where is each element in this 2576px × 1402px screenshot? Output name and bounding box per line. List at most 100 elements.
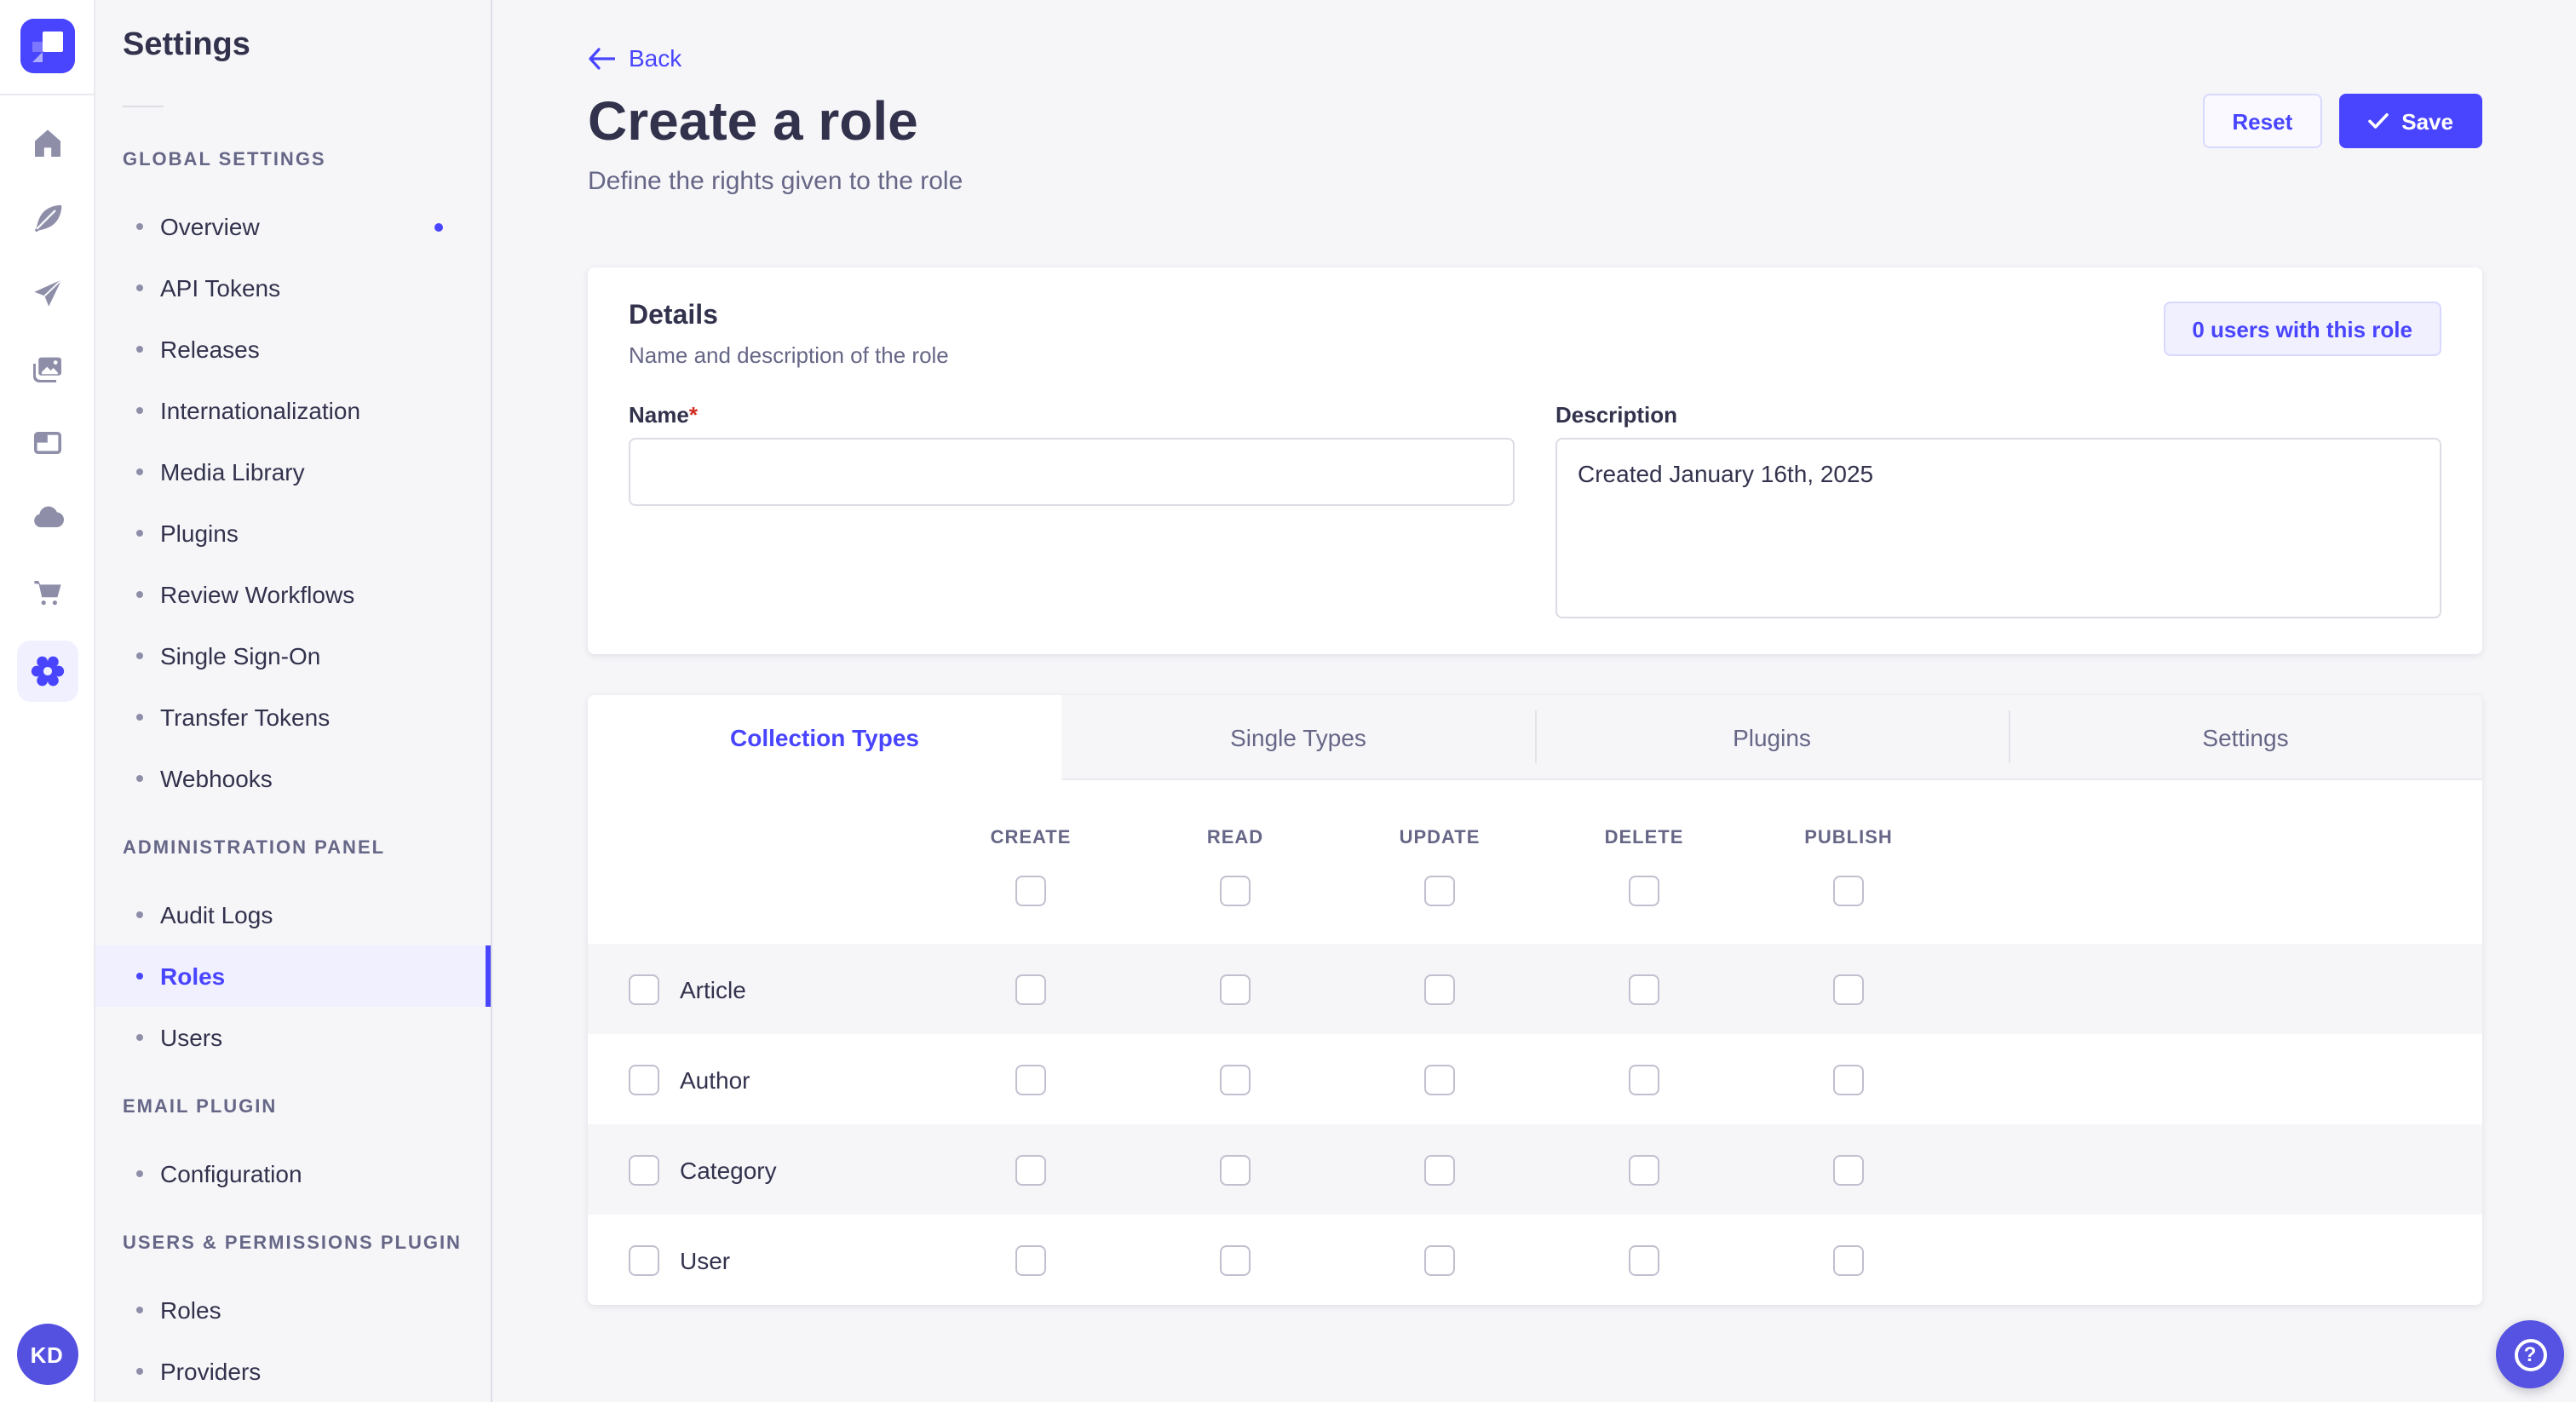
bullet-icon bbox=[136, 1034, 143, 1041]
article-update-checkbox[interactable] bbox=[1424, 974, 1455, 1004]
select-row-author-checkbox[interactable] bbox=[629, 1064, 659, 1095]
help-button[interactable]: ? bbox=[2496, 1320, 2564, 1388]
sidebar-item-webhooks[interactable]: Webhooks bbox=[123, 748, 463, 809]
sidebar-section-label: USERS & PERMISSIONS PLUGIN bbox=[123, 1233, 462, 1254]
sidebar-section-global-settings: GLOBAL SETTINGS Overview API Tokens Release… bbox=[123, 141, 463, 809]
permission-row-category: Category bbox=[588, 1124, 2482, 1215]
user-read-checkbox[interactable] bbox=[1220, 1244, 1251, 1275]
page-title: Create a role bbox=[588, 90, 918, 152]
cell-user-read bbox=[1133, 1215, 1337, 1305]
sidebar-item-internationalization[interactable]: Internationalization bbox=[123, 380, 463, 441]
sidebar-item-overview[interactable]: Overview bbox=[123, 196, 463, 257]
save-button[interactable]: Save bbox=[2338, 94, 2482, 148]
user-avatar[interactable]: KD bbox=[16, 1324, 78, 1385]
sidebar-item-users[interactable]: Users bbox=[123, 1007, 463, 1068]
tab-collection-types[interactable]: Collection Types bbox=[588, 695, 1061, 780]
tab-single-types[interactable]: Single Types bbox=[1061, 695, 1535, 780]
users-with-role-button[interactable]: 0 users with this role bbox=[2163, 302, 2441, 356]
author-read-checkbox[interactable] bbox=[1220, 1064, 1251, 1095]
cell-author-publish bbox=[1746, 1034, 1951, 1124]
select-all-publish-checkbox[interactable] bbox=[1833, 876, 1864, 906]
tab-plugins[interactable]: Plugins bbox=[1535, 695, 2009, 780]
category-delete-checkbox[interactable] bbox=[1629, 1154, 1659, 1185]
select-row-user-checkbox[interactable] bbox=[629, 1244, 659, 1275]
user-create-checkbox[interactable] bbox=[1015, 1244, 1046, 1275]
row-label: Article bbox=[680, 975, 746, 1003]
name-label: Name* bbox=[629, 402, 698, 428]
content-type-builder-icon[interactable] bbox=[20, 416, 74, 470]
row-lead: User bbox=[588, 1215, 929, 1305]
article-read-checkbox[interactable] bbox=[1220, 974, 1251, 1004]
bullet-icon bbox=[136, 530, 143, 537]
permission-row-user: User bbox=[588, 1215, 2482, 1305]
user-delete-checkbox[interactable] bbox=[1629, 1244, 1659, 1275]
sidebar-item-roles[interactable]: Roles bbox=[95, 945, 491, 1007]
bullet-icon bbox=[136, 591, 143, 598]
marketplace-cart-icon[interactable] bbox=[20, 566, 74, 620]
row-label: Category bbox=[680, 1156, 777, 1183]
sidebar-item-configuration[interactable]: Configuration bbox=[123, 1143, 463, 1204]
article-create-checkbox[interactable] bbox=[1015, 974, 1046, 1004]
description-textarea[interactable]: Created January 16th, 2025 bbox=[1555, 438, 2441, 618]
rail-icons bbox=[16, 116, 78, 702]
select-all-create-checkbox[interactable] bbox=[1015, 876, 1046, 906]
category-update-checkbox[interactable] bbox=[1424, 1154, 1455, 1185]
sidebar-item-releases[interactable]: Releases bbox=[123, 319, 463, 380]
sidebar-item-plugins[interactable]: Plugins bbox=[123, 503, 463, 564]
permissions-tabs: Collection Types Single Types Plugins Setti… bbox=[588, 695, 2482, 780]
article-publish-checkbox[interactable] bbox=[1833, 974, 1864, 1004]
bullet-icon bbox=[136, 973, 143, 980]
select-all-update-checkbox[interactable] bbox=[1424, 876, 1455, 906]
author-delete-checkbox[interactable] bbox=[1629, 1064, 1659, 1095]
cell-author-read bbox=[1133, 1034, 1337, 1124]
user-update-checkbox[interactable] bbox=[1424, 1244, 1455, 1275]
permissions-card: Collection Types Single Types Plugins Setti… bbox=[588, 695, 2482, 1305]
name-input[interactable] bbox=[629, 438, 1515, 506]
rail-divider bbox=[0, 94, 94, 95]
strapi-logo-icon bbox=[20, 19, 74, 73]
user-publish-checkbox[interactable] bbox=[1833, 1244, 1864, 1275]
author-publish-checkbox[interactable] bbox=[1833, 1064, 1864, 1095]
back-link[interactable]: Back bbox=[588, 44, 681, 72]
media-library-icon[interactable] bbox=[20, 341, 74, 395]
bullet-icon bbox=[136, 284, 143, 291]
sidebar-title: Settings bbox=[123, 27, 250, 63]
bullet-icon bbox=[136, 1307, 143, 1313]
column-publish: PUBLISH bbox=[1746, 780, 1951, 944]
cell-article-publish bbox=[1746, 944, 1951, 1034]
tab-settings[interactable]: Settings bbox=[2009, 695, 2482, 780]
column-update: UPDATE bbox=[1337, 780, 1542, 944]
select-row-category-checkbox[interactable] bbox=[629, 1154, 659, 1185]
category-publish-checkbox[interactable] bbox=[1833, 1154, 1864, 1185]
strapi-logo[interactable] bbox=[20, 19, 74, 73]
author-create-checkbox[interactable] bbox=[1015, 1064, 1046, 1095]
sidebar-item-providers[interactable]: Providers bbox=[123, 1341, 463, 1402]
content-manager-feather-icon[interactable] bbox=[20, 191, 74, 245]
reset-button[interactable]: Reset bbox=[2203, 94, 2322, 148]
cloud-icon[interactable] bbox=[20, 491, 74, 545]
select-all-delete-checkbox[interactable] bbox=[1629, 876, 1659, 906]
sidebar-item-api-tokens[interactable]: API Tokens bbox=[123, 257, 463, 319]
sidebar-section-administration-panel: ADMINISTRATION PANEL Audit Logs Roles Users bbox=[95, 830, 491, 1068]
author-update-checkbox[interactable] bbox=[1424, 1064, 1455, 1095]
category-create-checkbox[interactable] bbox=[1015, 1154, 1046, 1185]
sidebar-item-roles[interactable]: Roles bbox=[123, 1279, 463, 1341]
select-all-read-checkbox[interactable] bbox=[1220, 876, 1251, 906]
sidebar-item-media-library[interactable]: Media Library bbox=[123, 441, 463, 503]
bullet-icon bbox=[136, 407, 143, 414]
sidebar-item-single-sign-on[interactable]: Single Sign-On bbox=[123, 625, 463, 687]
select-row-article-checkbox[interactable] bbox=[629, 974, 659, 1004]
sidebar-item-transfer-tokens[interactable]: Transfer Tokens bbox=[123, 687, 463, 748]
article-delete-checkbox[interactable] bbox=[1629, 974, 1659, 1004]
sidebar-item-label: API Tokens bbox=[160, 274, 281, 302]
settings-gear-icon[interactable] bbox=[16, 641, 78, 702]
save-label: Save bbox=[2401, 108, 2453, 134]
column-label: UPDATE bbox=[1399, 828, 1481, 848]
cell-article-create bbox=[929, 944, 1133, 1034]
sidebar-item-audit-logs[interactable]: Audit Logs bbox=[123, 884, 463, 945]
category-read-checkbox[interactable] bbox=[1220, 1154, 1251, 1185]
release-plane-icon[interactable] bbox=[20, 266, 74, 320]
home-icon[interactable] bbox=[20, 116, 74, 170]
sidebar-item-review-workflows[interactable]: Review Workflows bbox=[123, 564, 463, 625]
sidebar-item-label: Releases bbox=[160, 336, 260, 363]
